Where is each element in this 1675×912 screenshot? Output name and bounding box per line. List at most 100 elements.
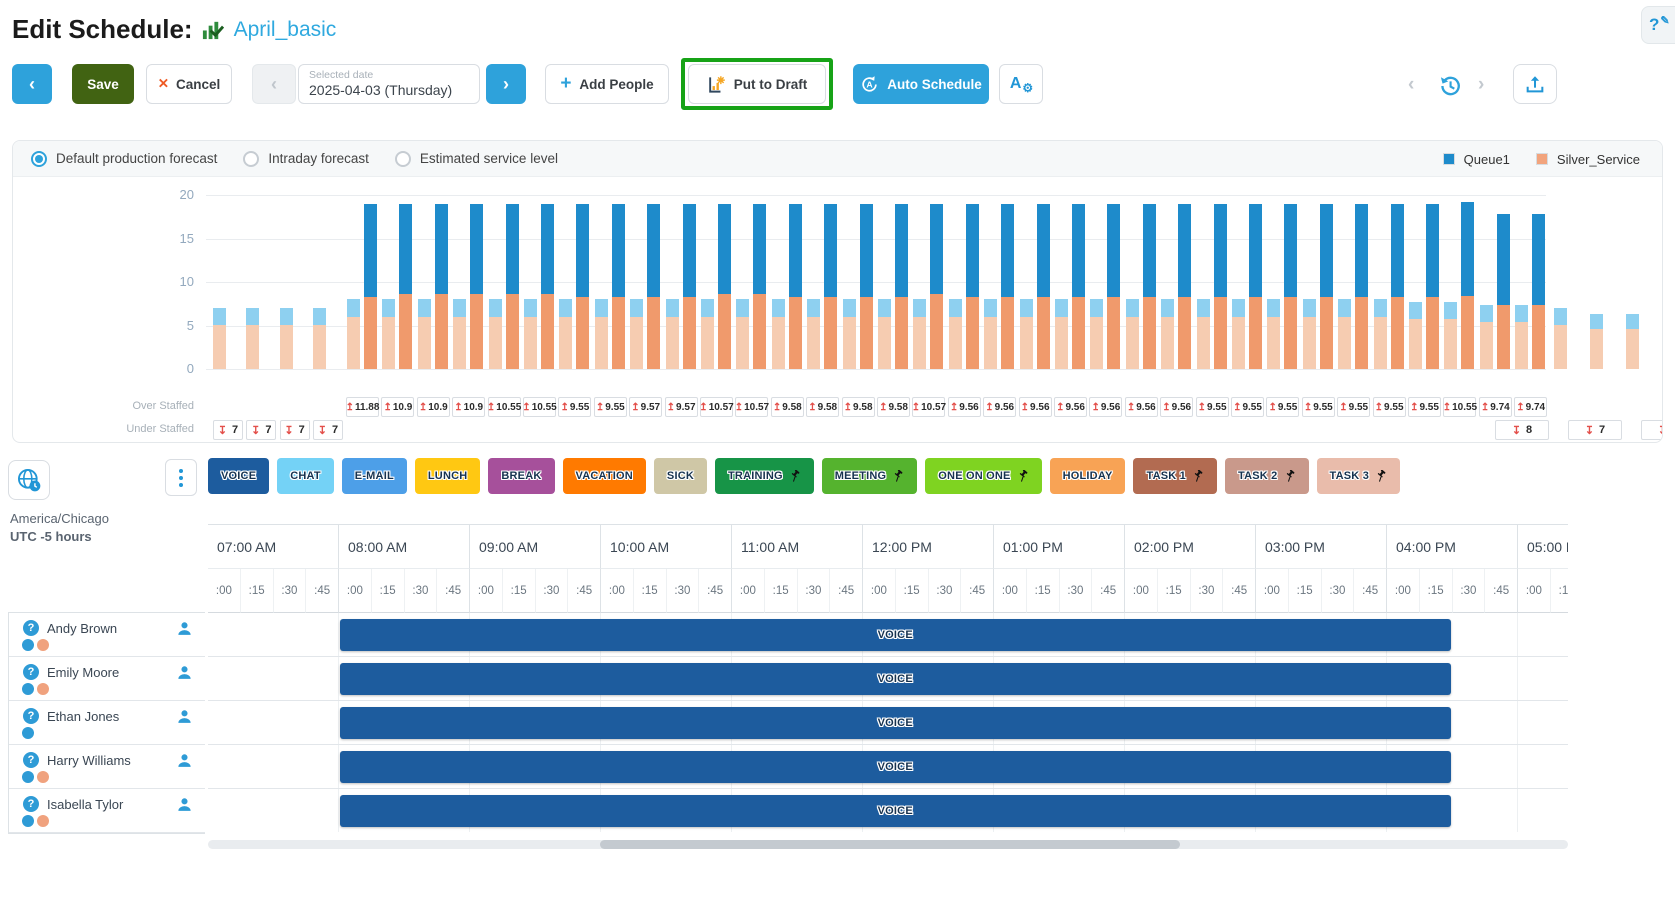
question-icon: ? [1649,15,1659,35]
activity-palette: VOICECHATE-MAILLUNCHBREAKVACATIONSICKTRA… [208,458,1400,494]
silver-service-segment [1480,322,1493,369]
radio-estimated-service-level[interactable]: Estimated service level [395,151,558,167]
queue1-segment [683,204,696,297]
activity-training[interactable]: TRAINING [715,458,814,494]
under-staffed-value: ↧7 [1568,420,1622,440]
over-staffed-value: ↥9.56 [1089,397,1122,417]
pencil-icon: ✎ [1660,14,1669,27]
shift-block-voice[interactable]: VOICE [340,707,1451,739]
activity-vacation[interactable]: VACATION [563,458,646,494]
over-staffed-value: ↥11.88 [346,397,379,417]
timezone-region: America/Chicago [10,510,109,528]
queue1-segment [399,204,412,294]
person-icon[interactable] [176,796,193,813]
forecast-bar [1480,305,1493,369]
legend-silver-service[interactable]: Silver_Service [1536,152,1640,167]
selected-date-field[interactable]: Selected date 2025-04-03 (Thursday) [298,64,480,104]
next-day-button[interactable]: › [486,64,526,104]
queue1-segment [1426,204,1439,297]
person-icon[interactable] [176,708,193,725]
chevron-left-icon: ‹ [271,74,277,95]
activity-e-mail[interactable]: E-MAIL [342,458,407,494]
activity-task-3[interactable]: TASK 3 [1317,458,1401,494]
queue1-segment [1391,204,1404,297]
radio-intraday-forecast[interactable]: Intraday forecast [243,151,369,167]
silver-service-segment [718,294,731,369]
silver-service-segment [1037,297,1050,369]
schedule-name-link[interactable]: April_basic [234,18,337,42]
radio-label: Intraday forecast [268,151,369,166]
quarter-header: :15 [1027,569,1060,613]
over-staffed-value: ↥10.9 [452,397,485,417]
activity-one-on-one[interactable]: ONE ON ONE [925,458,1041,494]
activity-meeting[interactable]: MEETING [822,458,918,494]
over-staffed-value: ↥9.74 [1514,397,1547,417]
put-to-draft-highlight: Put to Draft [681,58,833,110]
add-people-button[interactable]: +Add People [545,64,669,104]
shift-block-voice[interactable]: VOICE [340,619,1451,651]
activity-break[interactable]: BREAK [488,458,554,494]
auto-schedule-button[interactable]: A Auto Schedule [853,64,989,104]
silver-service-segment [524,317,537,369]
radio-default-production-forecast[interactable]: Default production forecast [31,151,217,167]
history-button[interactable] [1436,72,1464,100]
forecast-bar [1444,302,1457,369]
activity-holiday[interactable]: HOLIDAY [1050,458,1126,494]
shift-block-voice[interactable]: VOICE [340,751,1451,783]
over-staffed-value: ↥9.55 [594,397,627,417]
forecast-bar [1055,299,1068,369]
schedule-options-menu[interactable] [165,459,197,496]
queue1-segment [1214,204,1227,297]
put-to-draft-button[interactable]: Put to Draft [688,64,826,104]
silver-service-segment [1284,297,1297,369]
history-forward-button[interactable]: › [1478,74,1484,96]
letter-a-icon: A [1010,75,1022,93]
forecast-bar [453,299,466,369]
shift-block-voice[interactable]: VOICE [340,663,1451,695]
activity-chat[interactable]: CHAT [277,458,334,494]
legend-queue1[interactable]: Queue1 [1443,152,1510,167]
back-button[interactable]: ‹ [12,64,52,104]
plus-icon: + [560,73,571,95]
activity-task-2[interactable]: TASK 2 [1225,458,1309,494]
employee-status-icon: ? [23,796,39,812]
previous-day-button[interactable]: ‹ [252,64,296,104]
quarter-header: :45 [1223,569,1256,613]
timezone-button[interactable] [8,460,50,500]
quarter-header: :15 [896,569,929,613]
silver-service-segment [1126,317,1139,369]
up-arrow-icon: ↥ [735,402,743,413]
person-icon[interactable] [176,620,193,637]
history-back-button[interactable]: ‹ [1408,74,1414,96]
horizontal-scrollbar[interactable] [208,840,1568,849]
over-staffed-value: ↥10.9 [381,397,414,417]
chart-legend: Queue1 Silver_Service [1443,141,1640,177]
cancel-button[interactable]: ✕Cancel [146,64,232,104]
person-icon[interactable] [176,752,193,769]
silver-service-segment [1444,319,1457,369]
save-button[interactable]: Save [72,64,134,104]
quarter-header: :45 [1354,569,1387,613]
silver-service-segment [1232,317,1245,369]
shift-block-voice[interactable]: VOICE [340,795,1451,827]
activity-label: TASK 2 [1238,470,1278,482]
silver-service-segment [418,317,431,369]
employee-status-icon: ? [23,752,39,768]
agent-settings-button[interactable]: A ⚙ [999,64,1043,104]
quarter-header: :30 [274,569,307,613]
activity-voice[interactable]: VOICE [208,458,269,494]
activity-lunch[interactable]: LUNCH [415,458,481,494]
silver-service-segment [470,294,483,369]
export-button[interactable] [1513,64,1557,104]
silver-service-segment [1267,317,1280,369]
scrollbar-thumb[interactable] [600,840,1180,849]
activity-task-1[interactable]: TASK 1 [1133,458,1217,494]
schedule-row: VOICE [208,701,1568,745]
activity-sick[interactable]: SICK [654,458,707,494]
person-icon[interactable] [176,664,193,681]
quarter-header: :30 [798,569,831,613]
scheduled-bar [1178,204,1191,369]
schedule-rows: VOICE VOICE VOICE VOICE VOICE [208,613,1568,832]
queue1-segment [647,204,660,297]
help-button[interactable]: ?✎ [1641,6,1675,44]
